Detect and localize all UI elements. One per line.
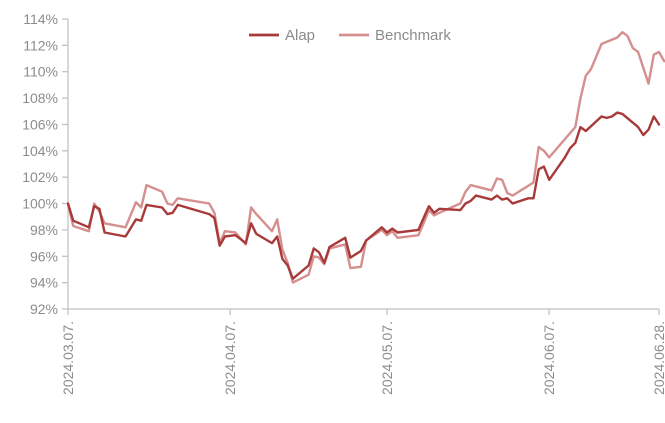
legend-label: Alap	[285, 27, 315, 44]
y-tick-label: 100%	[22, 196, 58, 212]
y-tick-label: 96%	[30, 248, 58, 264]
x-tick-label: 2024.05.07.	[379, 321, 395, 395]
series-line-alap	[66, 111, 661, 280]
legend-label: Benchmark	[375, 27, 451, 44]
series-layer	[66, 31, 665, 284]
y-tick-label: 106%	[22, 116, 58, 132]
series-line-benchmark	[66, 31, 665, 284]
y-tick-label: 108%	[22, 90, 58, 106]
y-tick-label: 110%	[23, 64, 58, 80]
legend: Alap Benchmark	[249, 27, 451, 44]
y-tick-label: 114%	[23, 11, 58, 27]
y-tick-label: 92%	[30, 301, 58, 317]
y-tick-label: 104%	[22, 143, 58, 159]
x-tick-label: 2024.03.07.	[60, 321, 76, 395]
y-tick-label: 94%	[30, 275, 58, 291]
x-axis: 2024.03.07. 2024.04.07. 2024.05.07. 2024.06…	[60, 308, 665, 395]
y-axis: 92% 94% 96% 98% 100% 102% 104% 106% 108% 110% 112%…	[22, 11, 69, 317]
y-tick-label: 102%	[22, 169, 58, 185]
x-tick-label: 2024.06.28.	[651, 321, 665, 395]
y-tick-label: 98%	[30, 222, 58, 238]
x-tick-label: 2024.04.07.	[222, 321, 238, 395]
y-tick-label: 112%	[23, 37, 58, 53]
x-tick-label: 2024.06.07.	[541, 321, 557, 395]
